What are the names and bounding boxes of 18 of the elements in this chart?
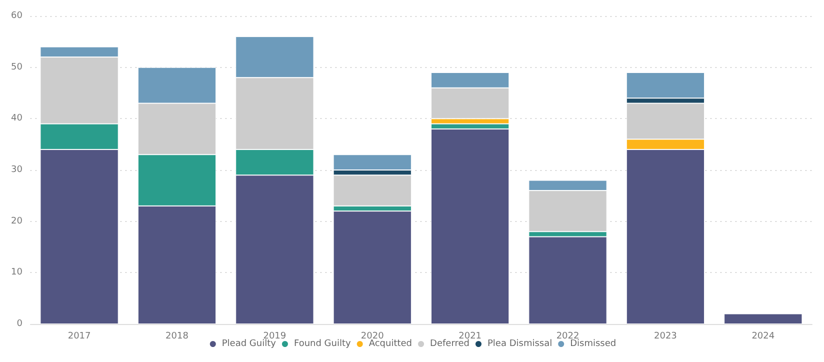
y-tick-label: 30 [11, 165, 23, 175]
x-tick-label: 2024 [752, 332, 775, 342]
y-tick-label: 10 [11, 268, 23, 278]
legend-label: Found Guilty [294, 339, 352, 349]
legend-label: Deferred [430, 339, 470, 349]
x-tick-label: 2018 [166, 332, 189, 342]
y-tick-label: 20 [11, 216, 23, 226]
legend-label: Plead Guilty [222, 339, 277, 349]
legend-label: Dismissed [570, 339, 616, 349]
y-tick-label: 60 [11, 11, 23, 21]
bar [724, 314, 802, 324]
y-tick-label: 50 [11, 62, 23, 72]
legend-label: Plea Dismissal [487, 339, 552, 349]
x-tick-label: 2023 [654, 332, 677, 342]
legend-label: Acquitted [368, 339, 412, 349]
x-tick-label: 2017 [68, 332, 91, 342]
y-tick-label: 40 [11, 114, 23, 124]
y-tick-label: 0 [16, 319, 23, 329]
